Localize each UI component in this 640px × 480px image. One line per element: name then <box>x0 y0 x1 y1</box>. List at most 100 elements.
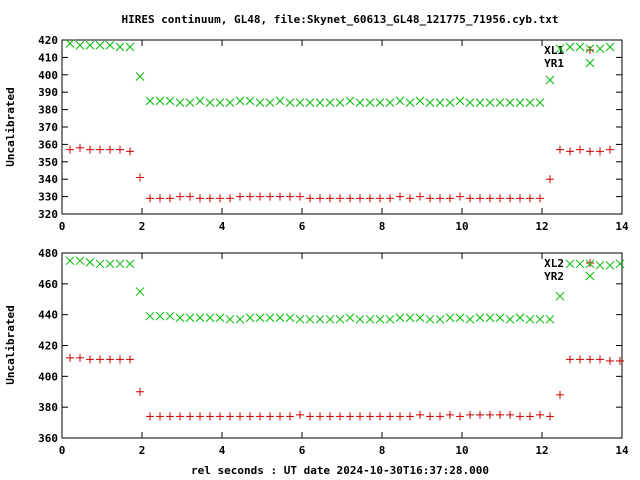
data-point <box>545 314 555 324</box>
data-point <box>246 192 254 201</box>
data-point <box>606 145 614 154</box>
data-point <box>96 145 104 154</box>
y-tick-label: 400 <box>38 69 58 82</box>
data-point <box>516 194 524 203</box>
data-point <box>556 145 564 154</box>
data-point <box>106 145 114 154</box>
data-point <box>465 98 475 107</box>
series-YR1 <box>65 39 615 107</box>
data-point <box>435 98 445 107</box>
x-tick-label: 14 <box>615 220 629 233</box>
data-point <box>125 42 135 52</box>
data-point <box>615 259 625 269</box>
data-point <box>135 287 145 296</box>
data-point <box>185 313 195 323</box>
data-point <box>226 194 234 203</box>
data-point <box>186 412 194 421</box>
data-point <box>446 194 454 203</box>
data-point <box>196 412 204 421</box>
data-point <box>385 314 395 324</box>
data-point <box>185 98 195 107</box>
data-point <box>295 314 305 324</box>
data-point <box>535 98 545 107</box>
legend-label: YR2 <box>544 270 564 283</box>
data-point <box>575 42 585 52</box>
data-point <box>255 313 265 323</box>
data-point <box>486 410 494 419</box>
data-point <box>275 313 285 323</box>
data-point <box>416 192 424 201</box>
data-point <box>126 147 134 156</box>
data-point <box>165 311 175 321</box>
data-point <box>406 412 414 421</box>
data-point <box>575 259 585 269</box>
data-point <box>455 313 465 323</box>
data-point <box>555 44 565 54</box>
data-point <box>156 194 164 203</box>
data-point <box>566 147 574 156</box>
data-point <box>525 314 535 324</box>
data-point <box>335 314 345 324</box>
x-tick-label: 4 <box>219 444 226 457</box>
data-point <box>65 39 75 48</box>
y-tick-label: 480 <box>38 247 58 260</box>
data-point <box>385 98 395 107</box>
data-point <box>286 192 294 201</box>
legend-marker <box>585 271 595 281</box>
data-point <box>436 194 444 203</box>
data-point <box>316 194 324 203</box>
data-point <box>576 355 584 364</box>
data-point <box>505 98 515 107</box>
chart-title: HIRES continuum, GL48, file:Skynet_60613… <box>121 13 558 26</box>
data-point <box>506 410 514 419</box>
data-point <box>586 147 594 156</box>
y-tick-label: 350 <box>38 156 58 169</box>
x-tick-label: 0 <box>59 444 66 457</box>
data-point <box>286 412 294 421</box>
plot-frame <box>61 39 623 215</box>
data-point <box>266 192 274 201</box>
data-point <box>256 192 264 201</box>
data-point <box>325 98 335 107</box>
data-point <box>505 314 515 324</box>
data-point <box>246 412 254 421</box>
data-point <box>175 313 185 323</box>
y-tick-label: 420 <box>38 340 58 353</box>
data-point <box>346 194 354 203</box>
data-point <box>66 353 74 362</box>
x-tick-label: 2 <box>139 220 146 233</box>
data-point <box>495 98 505 107</box>
data-point <box>405 313 415 323</box>
x-axis-label: rel seconds : UT date 2024-10-30T16:37:2… <box>191 464 489 477</box>
data-point <box>115 259 125 269</box>
data-point <box>206 412 214 421</box>
data-point <box>86 355 94 364</box>
data-point <box>546 412 554 421</box>
data-point <box>476 194 484 203</box>
data-point <box>116 355 124 364</box>
data-point <box>195 313 205 323</box>
data-point <box>65 256 75 266</box>
data-point <box>305 98 315 107</box>
data-point <box>336 412 344 421</box>
data-point <box>76 143 84 152</box>
data-point <box>326 194 334 203</box>
data-point <box>376 412 384 421</box>
data-point <box>595 44 605 54</box>
data-point <box>236 192 244 201</box>
data-point <box>355 98 365 107</box>
data-point <box>506 194 514 203</box>
x-tick-label: 10 <box>455 444 468 457</box>
data-point <box>475 98 485 107</box>
bottom-panel: 360 380 400 420 440 460 480 0 2 4 6 8 10 12 14 Uncalibr… <box>4 247 629 457</box>
data-point <box>376 194 384 203</box>
x-tick-label: 12 <box>535 220 548 233</box>
plot-frame <box>61 252 623 439</box>
data-point <box>315 98 325 107</box>
y-tick-label: 330 <box>38 191 58 204</box>
data-point <box>95 40 105 50</box>
data-point <box>135 72 145 81</box>
data-point <box>166 412 174 421</box>
y-tick-label: 460 <box>38 278 58 291</box>
